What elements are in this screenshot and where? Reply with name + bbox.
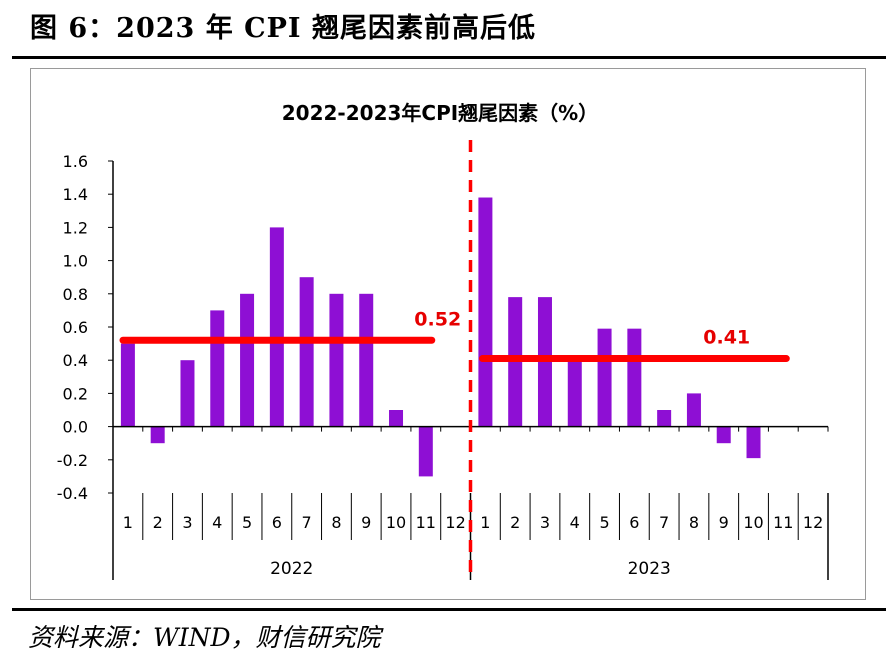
- month-label: 2: [153, 513, 163, 532]
- year-label: 2022: [270, 559, 313, 579]
- month-label: 7: [659, 513, 669, 532]
- bar-2023-9: [716, 426, 731, 444]
- month-label: 5: [599, 513, 609, 532]
- y-tick-label: -0.2: [57, 451, 88, 470]
- month-label: 12: [445, 513, 465, 532]
- month-label: 11: [416, 513, 436, 532]
- month-label: 4: [212, 513, 222, 532]
- top-rule: [12, 56, 886, 59]
- y-tick-label: 0.0: [63, 418, 88, 437]
- bar-2022-7: [299, 277, 314, 427]
- bar-2022-5: [240, 293, 255, 427]
- annotations: 0.52 0.41: [119, 140, 790, 580]
- chart-title: 2022-2023年CPI翘尾因素（%）: [282, 101, 598, 125]
- average-label-2022: 0.52: [414, 308, 461, 330]
- bar-2023-7: [657, 410, 672, 427]
- month-label: 2: [510, 513, 520, 532]
- y-tick-label: 1.2: [63, 218, 88, 237]
- month-label: 8: [689, 513, 699, 532]
- bar-2023-5: [597, 328, 612, 427]
- month-label: 6: [629, 513, 639, 532]
- bar-2022-11: [418, 426, 433, 477]
- average-label-2023: 0.41: [703, 327, 750, 349]
- month-label: 6: [272, 513, 282, 532]
- bar-2022-4: [210, 310, 225, 427]
- y-axis: -0.4 -0.2 0.0 0.2 0.4 0.6 0.8 1.0 1.2 1.4 1.6: [57, 152, 114, 580]
- chart-frame: [30, 68, 866, 600]
- y-tick-label: 1.0: [63, 252, 88, 271]
- bar-2023-10: [746, 426, 761, 459]
- bar-2022-2: [150, 426, 165, 444]
- month-label: 3: [540, 513, 550, 532]
- bar-2022-8: [329, 293, 344, 427]
- month-label: 11: [773, 513, 793, 532]
- y-tick-label: 0.6: [63, 318, 88, 337]
- month-label: 1: [123, 513, 133, 532]
- month-label: 1: [480, 513, 490, 532]
- month-label: 8: [331, 513, 341, 532]
- y-tick-label: 0.4: [63, 351, 88, 370]
- month-label: 12: [803, 513, 823, 532]
- bar-2022-1: [120, 343, 135, 427]
- month-label: 7: [302, 513, 312, 532]
- month-label: 3: [182, 513, 192, 532]
- bars: [120, 197, 761, 477]
- bar-2023-1: [478, 197, 493, 427]
- y-tick-label: 1.6: [63, 152, 88, 171]
- bar-2022-3: [180, 360, 195, 427]
- bar-2023-6: [627, 328, 642, 427]
- month-label: 5: [242, 513, 252, 532]
- bar-2023-8: [686, 393, 701, 427]
- y-tick-label: -0.4: [57, 484, 88, 503]
- bar-2022-6: [269, 227, 284, 427]
- month-label: 10: [386, 513, 406, 532]
- month-label: 10: [743, 513, 763, 532]
- month-label: 9: [719, 513, 729, 532]
- bar-2023-4: [567, 360, 582, 427]
- year-label: 2023: [628, 559, 671, 579]
- bar-2022-10: [389, 410, 404, 427]
- figure-title: 图 6：2023 年 CPI 翘尾因素前高后低: [30, 13, 536, 44]
- month-label: 9: [361, 513, 371, 532]
- bottom-rule: [12, 608, 886, 611]
- source-note: 资料来源：WIND，财信研究院: [28, 623, 381, 652]
- y-tick-label: 0.2: [63, 384, 88, 403]
- y-tick-label: 0.8: [63, 285, 88, 304]
- bar-2022-9: [359, 293, 374, 427]
- y-tick-label: 1.4: [63, 185, 88, 204]
- month-label: 4: [570, 513, 580, 532]
